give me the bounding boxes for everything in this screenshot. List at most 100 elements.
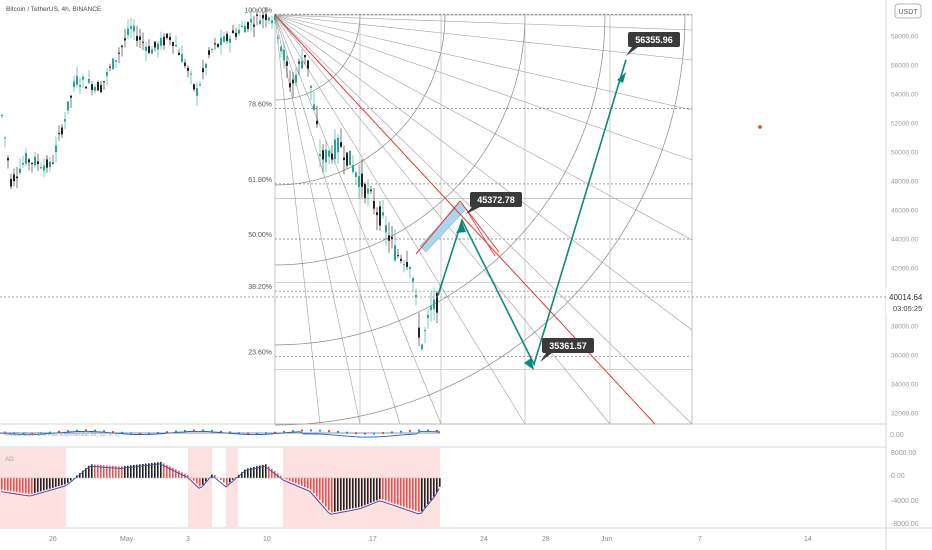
candle-body: [301, 61, 303, 69]
histogram-bar: [115, 466, 117, 478]
price-tick: 32000.00: [891, 411, 918, 418]
macd-dot: [399, 430, 403, 433]
macd-label: MACD (Slow 8/4, Fast Exponential 26, 12,…: [4, 432, 120, 438]
fan-ray: [274, 14, 693, 61]
macd-dot: [165, 431, 169, 434]
histogram-bar: [412, 478, 414, 510]
histogram-bar: [241, 472, 243, 478]
price-tick: 52000.00: [891, 121, 918, 128]
histogram-bar: [226, 478, 228, 485]
candle-body: [199, 84, 201, 86]
candle-body: [238, 29, 240, 34]
macd-dot: [408, 429, 412, 432]
callout-low-target: 35361.57: [540, 338, 594, 362]
histogram-bar: [319, 478, 321, 500]
candle-body: [421, 344, 423, 350]
candle-body: [358, 176, 360, 187]
macd-dot: [264, 432, 268, 435]
histogram-bar: [52, 478, 54, 488]
histogram-bar: [409, 478, 411, 509]
histogram-bar: [103, 465, 105, 478]
time-axis-label: 14: [804, 536, 812, 543]
time-axis-label: 3: [186, 536, 190, 543]
candle-body: [91, 84, 93, 90]
projection-path: [437, 59, 627, 370]
histogram-bar: [172, 467, 174, 478]
current-price-value: 40014.64: [889, 293, 923, 302]
candle-body: [271, 20, 273, 24]
candle-body: [205, 63, 207, 68]
macd-oscillator: [0, 429, 441, 438]
candle-body: [283, 49, 285, 61]
fib-level-label: 23.60%: [248, 349, 272, 356]
macd-dot: [336, 430, 340, 433]
histogram-bar: [316, 478, 318, 497]
macd-dot: [372, 432, 376, 435]
price-tick: 58000.00: [891, 34, 918, 41]
macd-dot: [318, 429, 322, 432]
histogram-bar: [19, 478, 21, 493]
fan-ray: [274, 14, 693, 331]
histogram-bar: [196, 478, 198, 484]
histogram-bar: [205, 478, 207, 482]
candle-body: [274, 14, 276, 21]
candle-body: [28, 159, 30, 163]
histogram-bar: [82, 470, 84, 478]
candle-body: [220, 37, 222, 45]
histogram-bar: [151, 462, 153, 478]
macd-dot: [138, 432, 142, 435]
fib-level-label: 38.20%: [248, 284, 272, 291]
candle-body: [184, 62, 186, 66]
histogram-bar: [25, 478, 27, 494]
histogram-bar: [355, 478, 357, 508]
candle-body: [58, 133, 60, 135]
histogram-bar: [58, 478, 60, 487]
candle-body: [166, 33, 168, 39]
histogram-bar: [22, 478, 24, 493]
fan-ray: [274, 14, 361, 425]
macd-dot: [219, 430, 223, 433]
time-axis-label: 28: [542, 536, 550, 543]
histogram-bar: [364, 478, 366, 506]
candle-body: [313, 104, 315, 110]
candle-body: [298, 61, 300, 64]
current-price-label: 40014.64 03:05:25: [886, 289, 932, 315]
candle-body: [55, 145, 57, 153]
histogram-label: AO: [5, 457, 14, 463]
candle-body: [262, 14, 264, 19]
candle-body: [253, 24, 255, 27]
histogram-bar: [292, 478, 294, 482]
currency-button[interactable]: USDT: [894, 3, 922, 19]
histogram-bar: [109, 465, 111, 478]
fan-ray: [274, 14, 693, 425]
histogram-bar: [1, 478, 3, 490]
candle-body: [289, 83, 291, 88]
macd-dot: [228, 431, 232, 434]
macd-dot: [237, 431, 241, 435]
candle-body: [418, 327, 420, 338]
histogram-bar: [160, 461, 162, 478]
macd-dot: [381, 431, 385, 435]
candle-body: [43, 165, 45, 171]
fib-level-labels: 100.00% 78.60% 61.80% 50.00% 38.20% 23.60%: [244, 7, 272, 356]
histogram-bar: [322, 478, 324, 504]
candle-body: [433, 299, 435, 310]
histogram-bar: [67, 478, 69, 483]
candle-body: [154, 41, 156, 48]
histogram-bar: [220, 478, 222, 480]
price-tick: 50000.00: [891, 150, 918, 157]
callout-mid-target: 45372.78: [466, 192, 522, 214]
candle-body: [151, 49, 153, 54]
candle-body: [280, 46, 282, 52]
macd-dot: [120, 431, 124, 434]
histogram-bar: [64, 478, 66, 485]
histogram-bar: [406, 478, 408, 508]
histogram-bar: [166, 464, 168, 478]
histogram-bar: [394, 478, 396, 504]
candle-body: [337, 137, 339, 153]
candle-body: [310, 85, 312, 88]
macd-dot: [75, 429, 79, 432]
chart-title: Bitcoin / TetherUS, 4h, BINANCE: [6, 6, 102, 13]
histogram-bar: [61, 478, 63, 486]
